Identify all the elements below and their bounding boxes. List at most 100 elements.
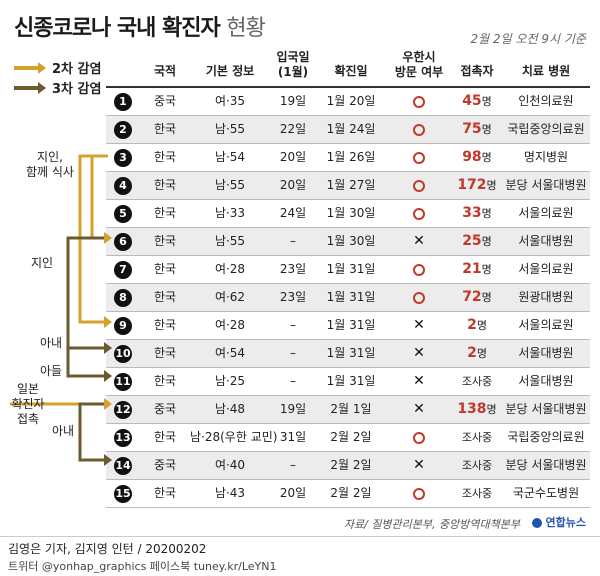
cell-contacts: 72명 xyxy=(452,284,502,311)
agency-logo: 연합뉴스 xyxy=(531,514,586,530)
header-nation: 국적 xyxy=(153,64,177,78)
logo-icon xyxy=(531,518,542,528)
cell-hospital: 서울의료원 xyxy=(518,318,574,332)
cell-nation: 한국 xyxy=(153,430,177,444)
case-number-badge: 14 xyxy=(114,456,132,475)
cell-confirmed: 1월 26일 xyxy=(326,150,376,164)
cell-nation: 중국 xyxy=(153,94,177,108)
cell-contacts: 21명 xyxy=(452,256,502,283)
circle-icon xyxy=(413,95,425,108)
cell-nation: 한국 xyxy=(153,234,177,248)
cell-wuhan xyxy=(386,144,452,171)
cell-entry: – xyxy=(290,374,296,388)
contacts-count: 21 xyxy=(462,261,482,277)
cell-basic: 여·62 xyxy=(214,290,246,304)
cell-confirmed: 2월 2일 xyxy=(330,486,372,500)
arrowhead-11 xyxy=(104,370,112,382)
cell-confirmed: 1월 24일 xyxy=(326,122,376,136)
header-wuhan: 우한시 방문 여부 xyxy=(394,50,444,79)
cell-contacts: 138명 xyxy=(452,396,502,423)
table-header: 국적 기본 정보 입국일 (1월) 확진일 우한시 방문 여부 접촉자 치료 병… xyxy=(106,50,590,86)
line-6-to-10 xyxy=(66,236,108,350)
date-label: 2월 2일 오전 9시 기준 xyxy=(470,32,586,46)
cell-basic: 남·48 xyxy=(214,402,246,416)
cell-basic: 남·55 xyxy=(214,122,246,136)
table-row: 4 한국 남·55 20일 1월 27일 172명 분당 서울대병원 xyxy=(106,172,590,200)
cell-contacts: 조사중 xyxy=(452,368,502,395)
contacts-unit: 명 xyxy=(486,403,497,416)
cell-entry: 24일 xyxy=(279,206,307,220)
case-number-badge: 11 xyxy=(114,372,132,391)
header-divider xyxy=(106,86,590,88)
cell-basic: 여·54 xyxy=(214,346,246,360)
cell-hospital: 명지병원 xyxy=(523,150,569,164)
cell-contacts: 172명 xyxy=(452,172,502,199)
cell-entry: – xyxy=(290,234,296,248)
legend-third-label: 3차 감염 xyxy=(52,82,102,97)
cross-icon: ✕ xyxy=(413,457,425,473)
line-3-to-6 xyxy=(90,154,108,240)
contacts-unit: 조사중 xyxy=(461,431,493,444)
cell-confirmed: 1월 31일 xyxy=(326,374,376,388)
cell-nation: 중국 xyxy=(153,402,177,416)
cell-nation: 한국 xyxy=(153,290,177,304)
cell-wuhan: ✕ xyxy=(386,396,452,423)
case-number-badge: 15 xyxy=(114,484,132,503)
case-number-badge: 7 xyxy=(114,260,132,279)
cell-contacts: 25명 xyxy=(452,228,502,255)
cell-wuhan xyxy=(386,424,452,451)
page-title: 신종코로나 국내 확진자 현황 xyxy=(14,10,266,42)
cell-nation: 중국 xyxy=(153,458,177,472)
label-japan-contact: 일본 확진자 접촉 xyxy=(11,382,45,426)
cell-hospital: 서울대병원 xyxy=(518,346,574,360)
label-son: 아들 xyxy=(39,364,63,378)
table-row: 11 한국 남·25 – 1월 31일 ✕ 조사중 서울대병원 xyxy=(106,368,590,396)
cell-nation: 한국 xyxy=(153,262,177,276)
header-entry: 입국일 (1월) xyxy=(276,50,310,79)
table-row: 6 한국 남·55 – 1월 30일 ✕ 25명 서울대병원 xyxy=(106,228,590,256)
contacts-count: 45 xyxy=(462,93,482,109)
table-row: 9 한국 여·28 – 1월 31일 ✕ 2명 서울의료원 xyxy=(106,312,590,340)
cell-wuhan xyxy=(386,480,452,507)
contacts-count: 2 xyxy=(467,345,477,361)
cell-hospital: 원광대병원 xyxy=(518,290,574,304)
cell-wuhan xyxy=(386,284,452,311)
cell-confirmed: 2월 2일 xyxy=(330,430,372,444)
arrowhead-14 xyxy=(104,454,112,466)
legend-third: 3차 감염 xyxy=(14,78,101,97)
contacts-unit: 명 xyxy=(481,291,492,304)
cell-entry: – xyxy=(290,346,296,360)
cell-entry: 19일 xyxy=(279,94,307,108)
label-wife: 아내 xyxy=(39,336,63,350)
arrowhead-10 xyxy=(104,342,112,354)
cell-nation: 한국 xyxy=(153,122,177,136)
cell-wuhan xyxy=(386,256,452,283)
case-number-badge: 13 xyxy=(114,428,132,447)
contacts-count: 2 xyxy=(467,317,477,333)
cell-hospital: 국군수도병원 xyxy=(512,486,580,500)
table-row: 10 한국 여·54 – 1월 31일 ✕ 2명 서울대병원 xyxy=(106,340,590,368)
cell-hospital: 서울의료원 xyxy=(518,262,574,276)
case-number-badge: 3 xyxy=(114,148,132,167)
cell-nation: 한국 xyxy=(153,318,177,332)
cell-entry: – xyxy=(290,458,296,472)
table-row: 13 한국 남·28(우한 교민) 31일 2월 2일 조사중 국립중앙의료원 xyxy=(106,424,590,452)
legend-second-label: 2차 감염 xyxy=(52,62,102,77)
case-number-badge: 1 xyxy=(114,92,132,111)
cell-nation: 한국 xyxy=(153,150,177,164)
cell-contacts: 조사중 xyxy=(452,480,502,507)
contacts-unit: 명 xyxy=(481,207,492,220)
contacts-unit: 명 xyxy=(481,123,492,136)
table-row: 7 한국 여·28 23일 1월 31일 21명 서울의료원 xyxy=(106,256,590,284)
cell-contacts: 98명 xyxy=(452,144,502,171)
cell-wuhan xyxy=(386,200,452,227)
arrowhead-12 xyxy=(104,398,112,410)
cell-hospital: 서울의료원 xyxy=(518,206,574,220)
arrowhead-6 xyxy=(104,232,112,244)
cell-nation: 한국 xyxy=(153,206,177,220)
cell-wuhan: ✕ xyxy=(386,368,452,395)
credit-social: 트위터 @yonhap_graphics 페이스북 tuney.kr/LeYN1 xyxy=(8,560,277,573)
cross-icon: ✕ xyxy=(413,233,425,249)
cell-wuhan: ✕ xyxy=(386,312,452,339)
cell-basic: 남·54 xyxy=(214,150,246,164)
